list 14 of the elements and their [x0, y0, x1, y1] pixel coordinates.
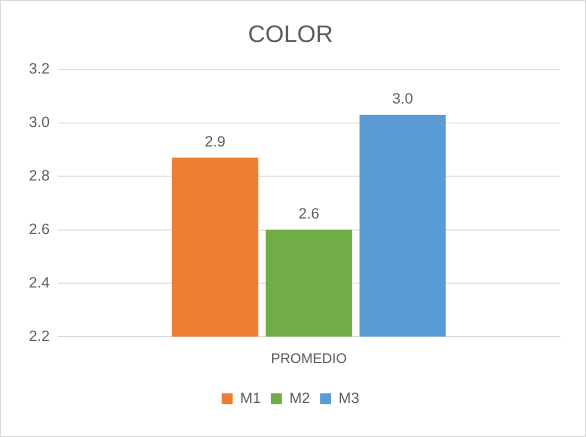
y-tick-label: 2.4	[28, 274, 50, 292]
y-tick-label: 2.8	[28, 167, 50, 184]
x-tick-label: PROMEDIO	[270, 350, 347, 366]
data-label: 3.0	[392, 90, 414, 108]
data-label: 2.6	[298, 205, 320, 222]
data-label: 2.9	[204, 133, 226, 150]
legend-label: M3	[338, 390, 360, 407]
y-tick-label: 3.2	[28, 60, 50, 78]
y-tick-label: 2.6	[28, 220, 50, 238]
legend-label: M1	[240, 390, 261, 407]
chart-title: COLOR	[248, 20, 334, 48]
y-tick-label: 3.0	[28, 114, 50, 132]
legend-label: M2	[289, 390, 310, 407]
y-tick-label: 2.2	[28, 328, 50, 345]
